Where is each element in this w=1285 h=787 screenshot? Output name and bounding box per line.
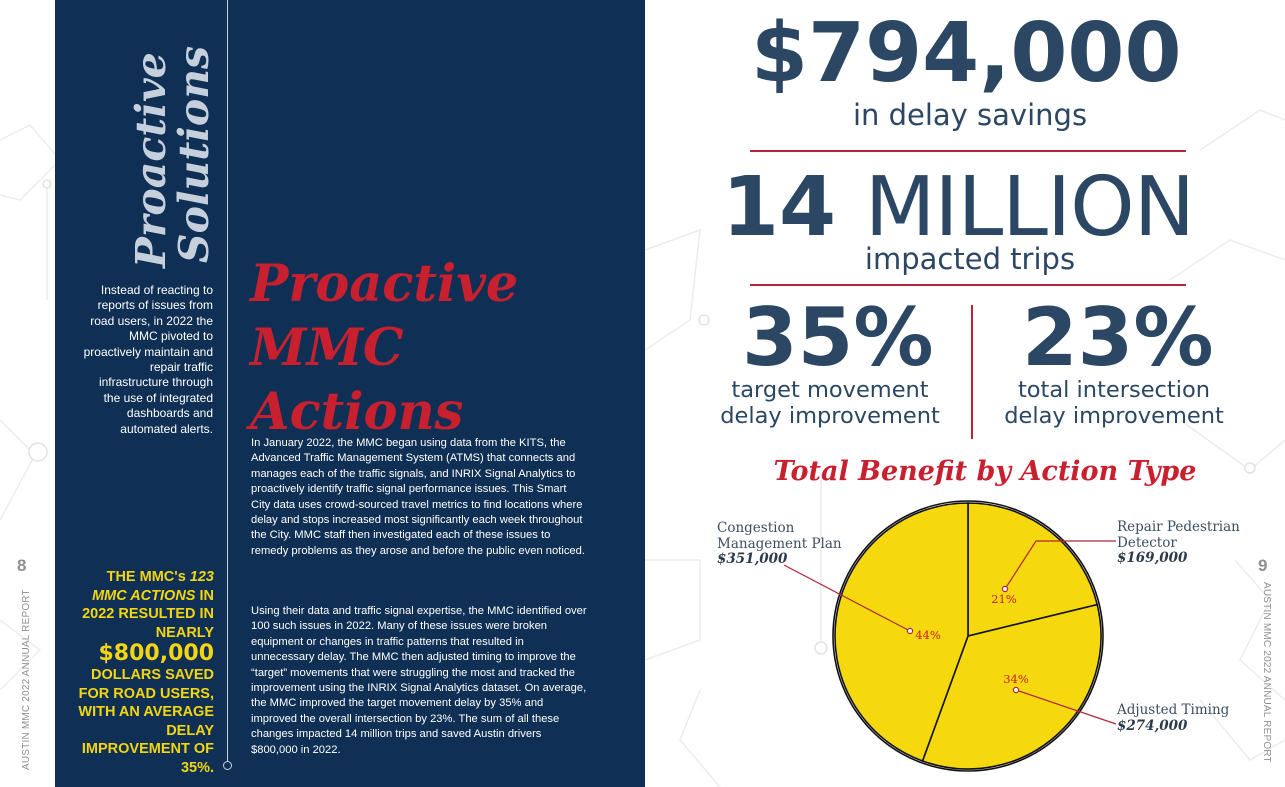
leader-dot-1 [1001, 585, 1009, 593]
divider-end-dot [223, 761, 232, 770]
savings-label: in delay savings [852, 98, 1088, 132]
intro-paragraph: Instead of reacting to reports of issues… [83, 283, 213, 436]
main-title-line-3: Actions [250, 382, 464, 442]
target-label-line-2: delay improvement [720, 403, 940, 429]
benefit-pie-chart: 21% 34% 44% [783, 500, 1117, 772]
total-label-line-1: total intersection [1017, 377, 1211, 403]
callout-emphasis: 123 MMC ACTIONS [92, 569, 214, 604]
pie-slice-3 [834, 502, 969, 763]
page-number-right: 9 [1258, 556, 1268, 575]
stats-vertical-divider [971, 305, 973, 439]
leader-line-1 [1004, 540, 1116, 590]
stats-divider-2 [750, 284, 1186, 286]
vertical-title-line-1: Proactive [127, 52, 175, 268]
stats-divider-1 [750, 150, 1186, 152]
main-title-line-1: Proactive [250, 254, 519, 314]
leader-dot-2 [1012, 686, 1020, 694]
trips-unit: MILLION [864, 160, 1195, 255]
pie-slice-1 [967, 502, 1099, 638]
callout-big-amount: $800,000 [98, 641, 214, 666]
slice-amount: $351,000 [717, 551, 788, 567]
savings-callout: THE MMC's 123 MMC ACTIONS IN 2022 RESULT… [74, 568, 214, 777]
leader-line-3 [783, 564, 911, 632]
slice-percent-label-3: 44% [915, 628, 941, 642]
trips-number: 14 [722, 160, 837, 255]
vertical-divider-line [227, 0, 228, 765]
savings-value: $794,000 [751, 6, 1182, 101]
slice-amount: $274,000 [1117, 717, 1188, 734]
slice-amount: $169,000 [1117, 550, 1188, 566]
total-delay-label: total intersection delay improvement [994, 377, 1234, 429]
slice-name-line: Repair Pedestrian [1117, 519, 1240, 535]
vertical-title-line-2: Solutions [170, 45, 218, 263]
leader-line-2 [1015, 689, 1117, 725]
navy-content-panel [55, 0, 645, 787]
slice-percent-label-1: 21% [991, 592, 1017, 606]
report-side-label-left: AUSTIN MMC 2022 ANNUAL REPORT [21, 589, 32, 770]
slice-name-line: Adjusted Timing [1117, 702, 1230, 718]
leader-dot-3 [906, 627, 914, 635]
slice-callout-2: Adjusted Timing $274,000 [1117, 702, 1230, 734]
slice-percent-label-2: 34% [1003, 672, 1029, 686]
target-delay-label: target movement delay improvement [710, 377, 950, 429]
slice-name-line: Management Plan [717, 535, 842, 552]
trips-label: impacted trips [864, 242, 1076, 276]
callout-text-3: DOLLARS SAVED FOR ROAD USERS, WITH AN AV… [78, 667, 214, 776]
body-paragraph-1: In January 2022, the MMC began using dat… [251, 437, 585, 557]
total-delay-value: 23% [1022, 291, 1214, 384]
pie-slice-2 [921, 603, 1102, 770]
callout-text-2: IN 2022 RESULTED IN NEARLY [82, 587, 214, 641]
slice-callout-1: Repair Pedestrian Detector $169,000 [1117, 519, 1240, 567]
trips-value: 14 MILLION [722, 164, 1195, 252]
callout-text-1: THE MMC's [106, 569, 190, 585]
slice-callout-3: Congestion Management Plan $351,000 [717, 520, 842, 568]
report-side-label-right: AUSTIN MMC 2022 ANNUAL REPORT [1261, 582, 1272, 763]
target-delay-value: 35% [742, 291, 934, 384]
vertical-section-title: Proactive Solutions [127, 45, 218, 268]
chart-title: Total Benefit by Action Type [773, 456, 1197, 487]
target-label-line-1: target movement [731, 377, 929, 403]
main-title: Proactive MMC Actions [250, 252, 630, 444]
main-title-line-2: MMC [250, 318, 404, 378]
body-paragraph-2: Using their data and traffic signal expe… [251, 605, 587, 756]
slice-name-line: Detector [1117, 534, 1177, 551]
total-label-line-2: delay improvement [1004, 403, 1224, 429]
page-number-left: 8 [17, 556, 27, 575]
slice-name-line: Congestion [717, 520, 795, 536]
